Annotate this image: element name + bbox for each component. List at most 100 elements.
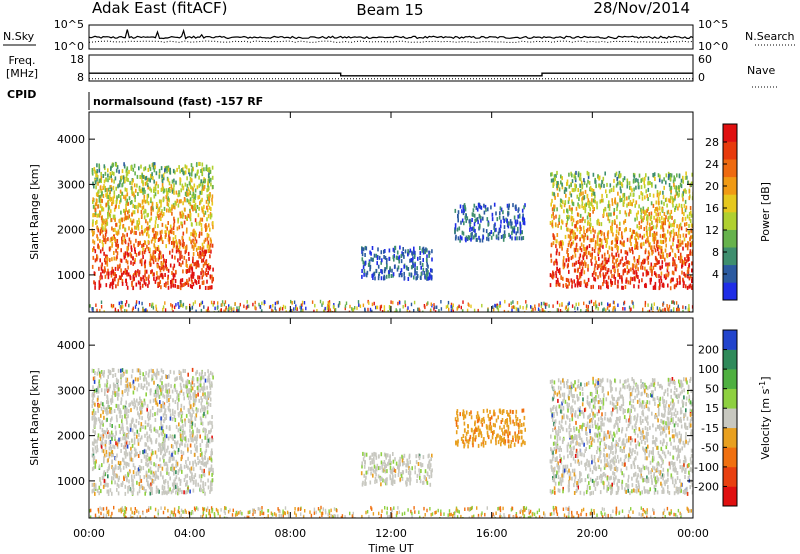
data-pixel xyxy=(173,414,176,419)
data-pixel xyxy=(377,247,379,252)
data-pixel xyxy=(134,250,136,254)
data-pixel xyxy=(221,303,223,307)
data-pixel xyxy=(684,261,687,266)
data-pixel xyxy=(688,216,691,221)
data-pixel xyxy=(560,225,562,230)
data-pixel xyxy=(394,264,396,269)
data-pixel xyxy=(163,458,165,463)
date-label: 28/Nov/2014 xyxy=(593,0,690,17)
data-pixel xyxy=(94,402,96,407)
data-pixel xyxy=(94,491,96,496)
data-pixel xyxy=(98,285,101,290)
data-pixel xyxy=(206,264,209,268)
data-pixel xyxy=(434,310,437,312)
data-pixel xyxy=(95,449,98,454)
data-pixel xyxy=(125,207,127,212)
data-pixel xyxy=(207,478,209,483)
data-pixel xyxy=(116,231,119,236)
data-pixel xyxy=(574,224,576,229)
data-pixel xyxy=(667,283,669,288)
data-pixel xyxy=(666,203,668,208)
data-pixel xyxy=(150,482,152,487)
data-pixel xyxy=(670,209,673,214)
data-pixel xyxy=(589,217,592,222)
data-pixel xyxy=(212,267,214,272)
data-pixel xyxy=(632,305,635,309)
data-pixel xyxy=(193,436,196,441)
data-pixel xyxy=(132,167,135,172)
data-pixel xyxy=(162,212,165,217)
data-pixel xyxy=(213,300,215,305)
data-pixel xyxy=(118,424,121,428)
data-pixel xyxy=(616,258,619,262)
data-pixel xyxy=(189,265,191,270)
data-pixel xyxy=(582,262,585,267)
data-pixel xyxy=(599,229,602,234)
data-pixel xyxy=(181,260,184,265)
data-pixel xyxy=(473,203,476,208)
data-pixel xyxy=(109,407,111,412)
data-pixel xyxy=(207,265,210,270)
data-pixel xyxy=(680,184,683,189)
data-pixel xyxy=(111,163,113,168)
data-pixel xyxy=(464,215,467,220)
data-pixel xyxy=(583,178,585,183)
data-pixel xyxy=(669,195,672,200)
frequency-series xyxy=(89,72,693,77)
data-pixel xyxy=(176,244,178,249)
data-pixel xyxy=(176,376,178,381)
data-pixel xyxy=(177,450,179,455)
data-pixel xyxy=(456,307,458,311)
data-pixel xyxy=(544,310,546,312)
data-pixel xyxy=(114,393,117,397)
data-pixel xyxy=(166,267,168,271)
data-pixel xyxy=(156,454,158,459)
data-pixel xyxy=(202,280,205,285)
data-pixel xyxy=(420,271,423,276)
data-pixel xyxy=(174,255,176,260)
data-pixel xyxy=(472,226,475,231)
data-pixel xyxy=(207,214,210,219)
data-pixel xyxy=(516,220,519,225)
data-pixel xyxy=(118,275,121,280)
data-pixel xyxy=(612,232,614,237)
data-pixel xyxy=(100,406,103,411)
data-pixel xyxy=(600,285,602,290)
data-pixel xyxy=(144,273,146,278)
data-pixel xyxy=(617,272,619,277)
data-pixel xyxy=(635,263,638,268)
data-pixel xyxy=(600,198,603,203)
data-pixel xyxy=(104,479,107,484)
data-pixel xyxy=(227,307,229,312)
data-pixel xyxy=(143,240,146,245)
data-pixel xyxy=(92,204,95,209)
data-pixel xyxy=(576,306,579,311)
data-pixel xyxy=(664,233,667,238)
data-pixel xyxy=(664,218,666,222)
data-pixel xyxy=(637,235,640,240)
data-pixel xyxy=(130,260,132,265)
data-pixel xyxy=(137,307,140,312)
data-pixel xyxy=(180,466,183,471)
data-pixel xyxy=(544,302,546,307)
data-pixel xyxy=(162,404,165,409)
data-pixel xyxy=(190,431,193,436)
data-pixel xyxy=(546,302,548,307)
data-pixel xyxy=(181,278,184,283)
data-pixel xyxy=(652,173,654,178)
data-pixel xyxy=(496,306,499,310)
data-pixel xyxy=(177,193,179,198)
data-pixel xyxy=(196,379,199,384)
data-pixel xyxy=(115,163,118,167)
data-pixel xyxy=(92,248,94,253)
data-pixel xyxy=(195,482,197,487)
data-pixel xyxy=(525,306,528,310)
data-pixel xyxy=(95,303,97,307)
data-pixel xyxy=(121,415,123,419)
data-pixel xyxy=(179,481,182,486)
data-pixel xyxy=(651,183,653,188)
data-pixel xyxy=(661,179,663,184)
data-pixel xyxy=(164,235,167,239)
data-pixel xyxy=(587,309,589,312)
